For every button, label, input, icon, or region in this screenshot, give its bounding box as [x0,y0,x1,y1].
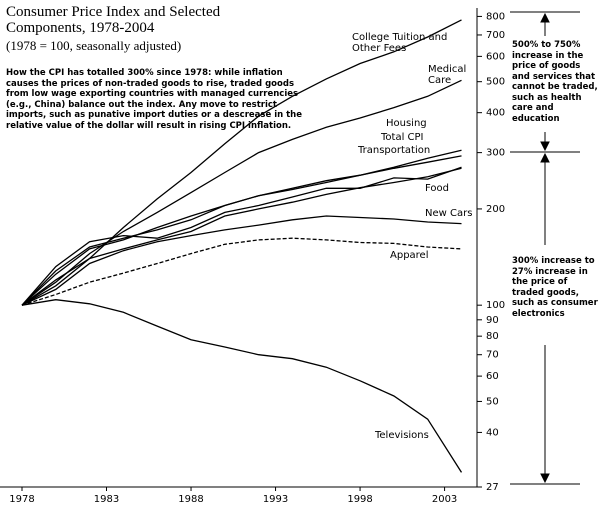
annotation: 500% to 750% increase in the price of go… [512,40,598,124]
y-tick-label: 400 [486,108,505,119]
series-line [21,155,462,306]
y-tick-label: 60 [486,371,499,382]
x-tick-label: 1993 [263,494,288,505]
series-label: Apparel [390,250,429,261]
y-tick-label: 500 [486,77,505,88]
series-line [21,167,462,306]
series-line [21,215,462,306]
y-tick-label: 100 [486,300,505,311]
x-tick-label: 1988 [178,494,203,505]
y-tick-label: 700 [486,30,505,41]
y-tick-label: 27 [486,482,499,493]
annotation: 300% increase to 27% increase in the pri… [512,256,598,319]
y-tick-label: 90 [486,315,499,326]
series-line [21,299,463,473]
x-tick-label: 1978 [9,494,34,505]
series-label: Transportation [358,145,431,156]
y-tick-label: 300 [486,148,505,159]
annotation: How the CPI has totalled 300% since 1978… [6,68,302,131]
series-label: New Cars [425,208,473,219]
series-label: Food [425,183,449,194]
y-tick-label: 80 [486,331,499,342]
series-label: Medical Care [428,64,467,86]
y-tick-label: 50 [486,396,499,407]
x-tick-label: 1983 [94,494,119,505]
x-tick-label: 2003 [432,494,457,505]
y-tick-label: 600 [486,51,505,62]
y-tick-label: 40 [486,427,499,438]
subtitle: (1978 = 100, seasonally adjusted) [6,38,182,53]
x-tick-label: 1998 [347,494,372,505]
series-line [21,237,462,306]
y-tick-label: 800 [486,11,505,22]
series-label: College Tuition and Other Fees [352,32,448,54]
series-line [21,166,462,306]
series-label: Televisions [375,430,429,441]
series-line [21,79,462,306]
y-tick-label: 70 [486,350,499,361]
series-line [21,19,462,306]
range-arrows [510,11,580,485]
series-label: Total CPI [381,132,424,143]
chart-title: Consumer Price Index and Selected Compon… [6,4,221,36]
series-label: Housing [386,118,427,129]
y-tick-label: 200 [486,204,505,215]
